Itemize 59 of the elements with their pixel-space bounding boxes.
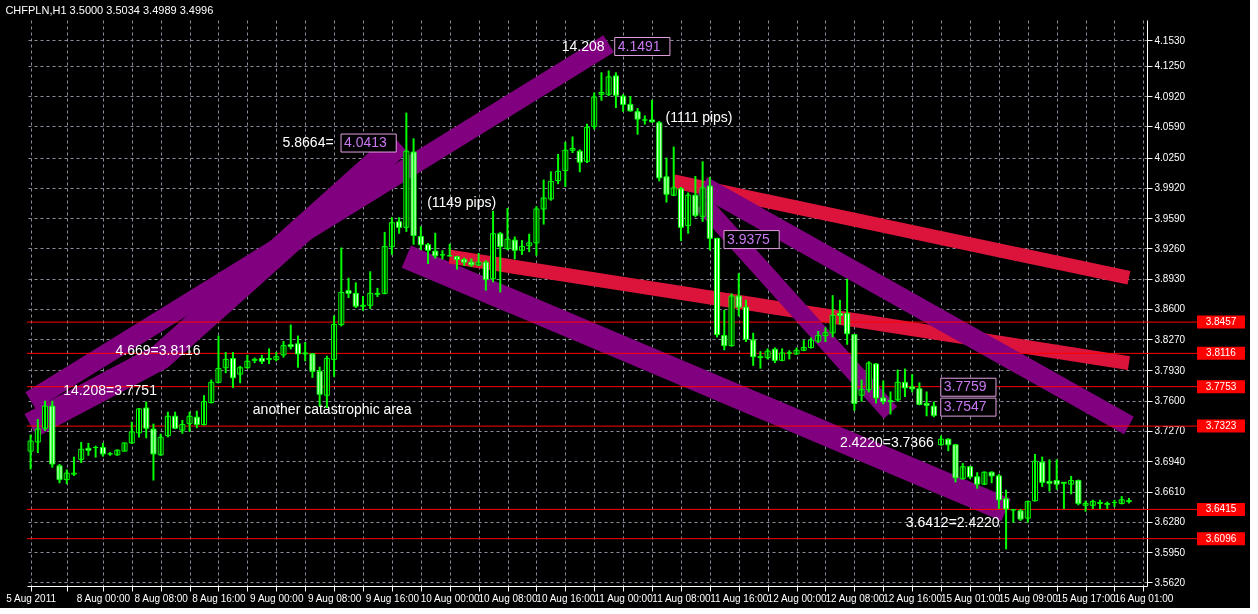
x-tick-label: 11 Aug 08:00 [652, 592, 711, 604]
y-tick-label: 3.6280 [1154, 516, 1186, 528]
y-tick-label: 3.9920 [1154, 182, 1186, 194]
y-tick-label: 3.9590 [1154, 212, 1186, 224]
chart-title: CHFPLN,H1 3.5000 3.5034 3.4989 3.4996 [5, 4, 214, 16]
y-tick-label: 3.8600 [1154, 303, 1186, 315]
x-tick-label: 9 Aug 08:00 [307, 592, 362, 604]
x-tick-label: 15 Aug 09:00 [998, 592, 1059, 604]
x-tick-label: 15 Aug 01:00 [940, 592, 1001, 604]
y-tick-label: 4.0590 [1154, 120, 1186, 132]
y-tick-label: 3.5950 [1154, 546, 1186, 558]
x-tick-label: 8 Aug 08:00 [134, 592, 189, 604]
annotation: 3.6412=2.4220 [905, 513, 1000, 530]
ref-line-label: 3.6096 [1205, 532, 1237, 544]
x-tick-label: 8 Aug 16:00 [192, 592, 247, 604]
x-tick-label: 15 Aug 17:00 [1056, 592, 1116, 604]
y-tick-label: 3.6940 [1154, 455, 1186, 467]
annotation: 14.208=3.7751 [63, 382, 158, 399]
y-tick-label: 4.0250 [1154, 152, 1186, 164]
x-tick-label: 5 Aug 2011 [6, 592, 57, 604]
ref-line-label: 3.8457 [1205, 316, 1237, 328]
x-tick-label: 9 Aug 00:00 [250, 592, 304, 604]
annotation: 5.8664= [282, 134, 334, 151]
x-tick-label: 16 Aug 01:00 [1114, 592, 1174, 604]
y-tick-label: 3.7600 [1154, 395, 1186, 407]
ref-line-label: 3.7753 [1205, 380, 1237, 392]
y-tick-label: 4.1530 [1154, 34, 1186, 46]
annotation: 3.7547 [943, 398, 987, 415]
x-tick-label: 11 Aug 16:00 [710, 592, 769, 604]
x-tick-label: 9 Aug 16:00 [365, 592, 420, 604]
y-tick-label: 4.1250 [1154, 60, 1186, 72]
annotation: another catastrophic area [252, 400, 412, 417]
annotation: 3.9375 [727, 230, 771, 247]
annotation: 2.4220=3.7366 [839, 434, 934, 451]
annotation: (1149 pips) [427, 193, 497, 210]
annotation: (1111 pips) [665, 109, 733, 126]
y-tick-label: 3.5620 [1154, 576, 1186, 588]
x-tick-label: 12 Aug 08:00 [825, 592, 885, 604]
x-tick-label: 12 Aug 16:00 [883, 592, 943, 604]
annotation: 14.208 [561, 37, 605, 54]
x-tick-label: 10 Aug 16:00 [536, 592, 596, 604]
y-tick-label: 3.9260 [1154, 242, 1186, 254]
y-tick-label: 3.8930 [1154, 273, 1186, 285]
x-tick-label: 11 Aug 00:00 [594, 592, 654, 604]
y-tick-label: 3.8270 [1154, 333, 1186, 345]
x-tick-label: 8 Aug 00:00 [76, 592, 131, 604]
y-tick-label: 3.6610 [1154, 486, 1186, 498]
ref-line-label: 3.6415 [1205, 503, 1237, 515]
ref-line-label: 3.8116 [1206, 347, 1237, 359]
x-tick-label: 12 Aug 00:00 [767, 592, 827, 604]
annotation: 3.7759 [943, 378, 987, 395]
y-tick-label: 3.7270 [1154, 425, 1186, 437]
y-tick-label: 4.0920 [1154, 90, 1186, 102]
x-tick-label: 10 Aug 08:00 [478, 592, 538, 604]
ref-line-label: 3.7323 [1205, 420, 1237, 432]
annotation: 4.0413 [344, 134, 388, 151]
y-tick-label: 3.7930 [1154, 364, 1186, 376]
annotation: 4.669=3.8116 [115, 342, 201, 359]
annotation: 4.1491 [617, 37, 661, 54]
